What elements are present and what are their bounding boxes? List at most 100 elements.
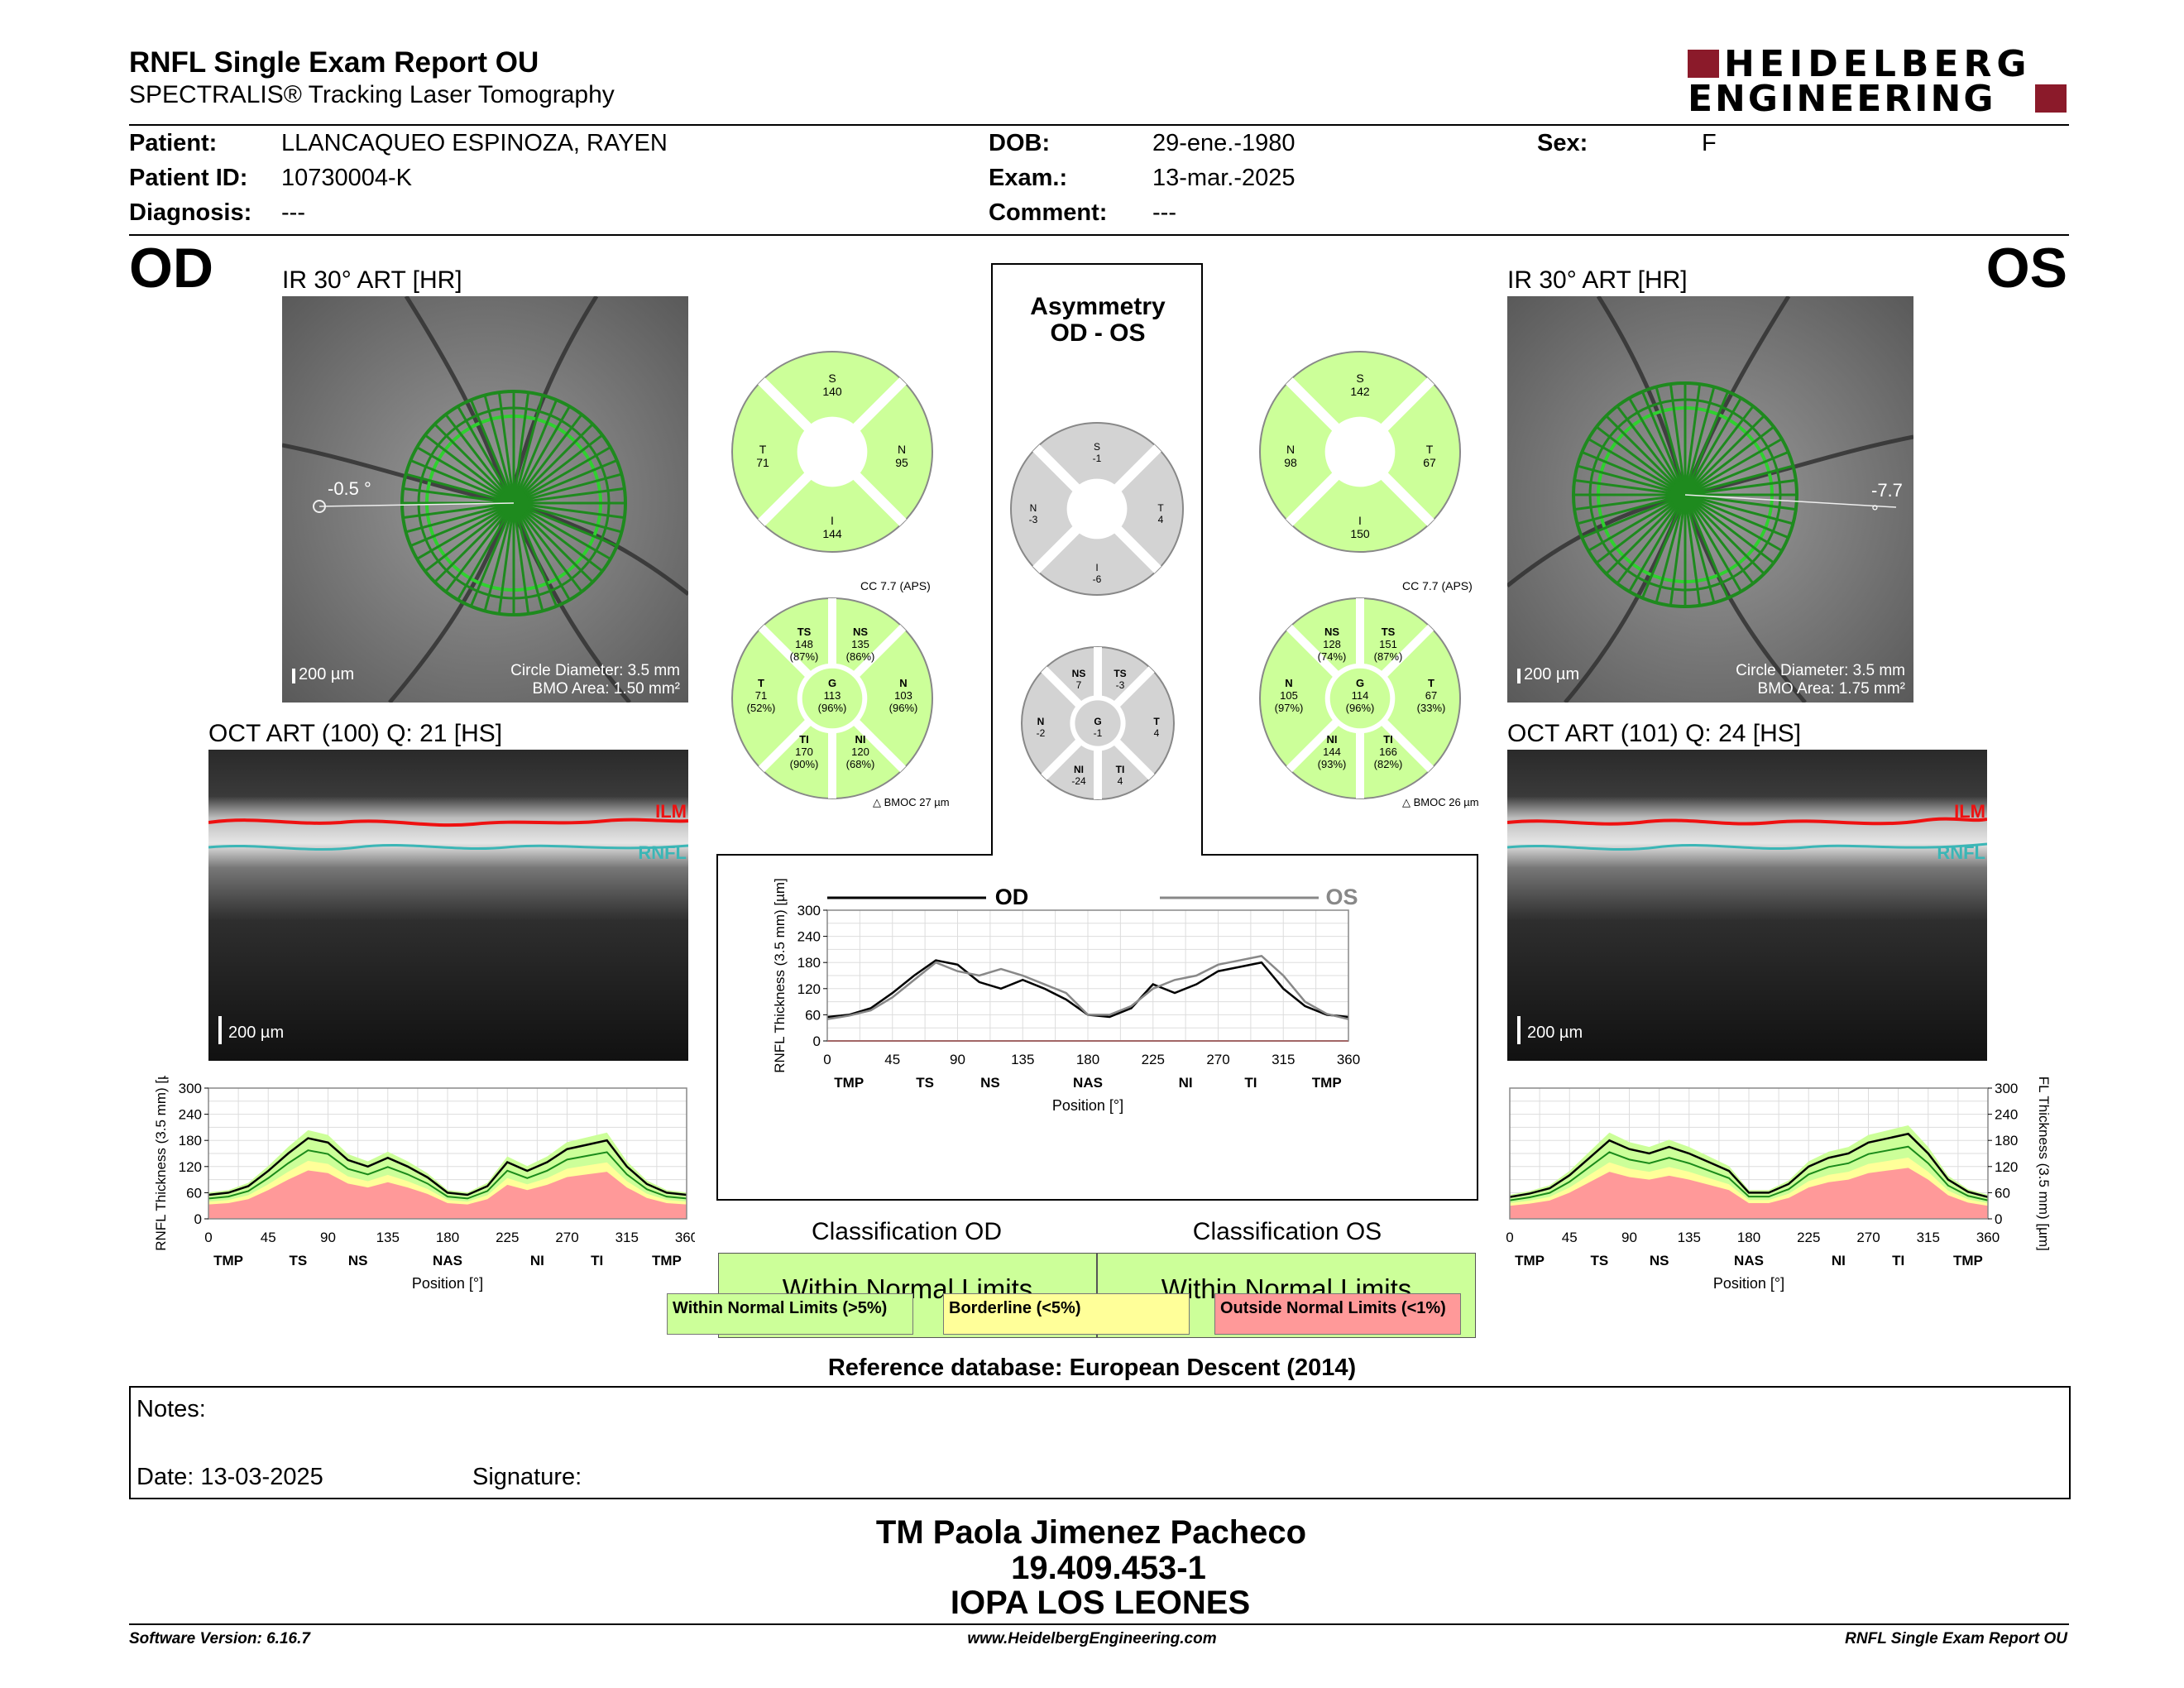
sector-value: 150: [1350, 527, 1370, 540]
scan-spoke: [1684, 386, 1716, 496]
sector-text: -24: [1071, 775, 1086, 787]
x-tick-label: 135: [1011, 1052, 1034, 1067]
x-tick-label: 180: [1076, 1052, 1099, 1067]
scan-spoke: [513, 487, 625, 505]
sector-label: TS: [290, 1253, 308, 1268]
sector-text: TS: [1114, 668, 1126, 679]
sector-label: TMP: [652, 1253, 682, 1268]
exam-label: Exam.:: [989, 165, 1068, 191]
sector-text: 113: [824, 689, 841, 702]
notes-label: Notes:: [136, 1396, 206, 1422]
scan-spoke: [1684, 493, 1783, 552]
sector-text: -2: [1037, 727, 1046, 739]
od-scale-label: 200 µm: [299, 665, 355, 683]
os-fundus-image[interactable]: -7.7 ° 200 µm Circle Diameter: 3.5 mm BM…: [1507, 296, 1913, 703]
x-tick-label: 270: [1856, 1230, 1880, 1245]
x-tick-label: 225: [1797, 1230, 1820, 1245]
os-circle-diameter: Circle Diameter: 3.5 mm: [1736, 662, 1905, 679]
sector-value: 98: [1284, 456, 1297, 469]
od-quadrant-ring: S 140 T 71 N 95 I 144: [730, 349, 935, 554]
scan-spoke: [1577, 493, 1686, 525]
sector-text: NS: [1072, 668, 1086, 679]
scan-spoke: [444, 502, 515, 593]
scan-spoke: [457, 405, 515, 504]
sector-text: (82%): [1374, 758, 1403, 770]
exam-value: 13-mar.-2025: [1152, 165, 1296, 191]
scan-spoke: [512, 502, 558, 607]
legend-od-label: OD: [995, 885, 1029, 909]
ring-center: [1066, 478, 1128, 539]
os-rnfl-label: RNFL: [1937, 842, 1985, 863]
od-profile-svg: 0 60 120 180 240 300 0 45 90 135 180 225 270 315 360 TM…: [153, 1056, 698, 1292]
sector-abbrev: N: [1286, 443, 1295, 456]
scan-spoke: [1684, 493, 1789, 539]
scan-spoke: [1595, 493, 1686, 564]
scan-spoke: [512, 399, 558, 504]
center-profile-chart: 0 60 120 180 240 300 0 45 90 135 180 225 270 315 360 TM…: [745, 877, 1373, 1134]
od-fundus-image[interactable]: -0.5 ° 200 µm Circle Diameter: 3.5 mm BM…: [282, 296, 688, 703]
sector-abbrev: T: [759, 443, 767, 456]
od-oct-scale-bar: [218, 1016, 222, 1044]
y-axis-label: RNFL Thickness (3.5 mm) [µm]: [153, 1076, 169, 1251]
scan-spoke: [1684, 383, 1702, 496]
sector-text: G: [1094, 716, 1101, 727]
y-tick-label: 120: [1995, 1159, 2018, 1175]
x-tick-label: 90: [320, 1230, 336, 1245]
y-axis-label: RNFL Thickness (3.5 mm) [µm]: [772, 878, 788, 1073]
sector-center: [802, 668, 863, 729]
sector-text: 7: [1076, 679, 1082, 691]
scan-spoke: [402, 501, 515, 520]
od-oct-image[interactable]: ILM RNFL 200 µm: [208, 750, 688, 1061]
os-quadrant-ring: S 142 N 98 T 67 I 150: [1257, 349, 1463, 554]
x-tick-label: 360: [1337, 1052, 1360, 1067]
footer-website[interactable]: www.HeidelbergEngineering.com: [967, 1630, 1217, 1647]
sector-abbrev: I: [831, 514, 834, 527]
sector-text: 4: [1118, 775, 1123, 787]
header-divider: [129, 124, 2069, 126]
scan-spoke: [1588, 438, 1686, 496]
scan-spoke: [512, 502, 583, 593]
legend-outside-normal: Outside Normal Limits (<1%): [1214, 1293, 1461, 1335]
scan-spoke: [1684, 493, 1775, 564]
sector-text: (86%): [846, 650, 875, 663]
notes-box[interactable]: Notes: Date: 13-03-2025 Signature:: [129, 1386, 2071, 1499]
outside-band: [1510, 1168, 1988, 1219]
scan-spoke: [410, 501, 515, 548]
scan-spoke: [512, 502, 544, 611]
y-tick-label: 240: [179, 1107, 202, 1123]
sector-label: TMP: [1953, 1253, 1983, 1268]
sector-label: TS: [916, 1075, 934, 1091]
os-oct-image[interactable]: ILM RNFL 200 µm: [1507, 750, 1987, 1061]
scan-spoke: [433, 501, 515, 583]
y-tick-label: 60: [1995, 1185, 2010, 1201]
y-tick-label: 180: [1995, 1133, 2018, 1149]
sector-text: TS: [1382, 626, 1396, 638]
scan-spoke: [424, 501, 515, 573]
sector-text: 71: [755, 689, 767, 702]
scan-spoke: [497, 391, 515, 504]
scan-spoke: [1684, 494, 1742, 592]
asymmetry-frame: [716, 263, 1478, 1201]
x-tick-label: 225: [496, 1230, 519, 1245]
signer-name: TM Paola Jimenez Pacheco: [875, 1514, 1307, 1551]
os-profile-chart: 0 60 120 180 240 300 0 45 90 135 180 225 270 315 360 TM…: [1502, 1056, 2064, 1324]
sector-text: TI: [799, 733, 809, 746]
sector-text: (52%): [747, 702, 776, 714]
os-ir-title: IR 30° ART [HR]: [1507, 266, 1688, 294]
scan-spoke: [513, 434, 604, 505]
scan-spoke: [1684, 478, 1797, 496]
sector-text: (96%): [1346, 702, 1375, 714]
sector-text: (87%): [1374, 650, 1403, 663]
comment-value: ---: [1152, 199, 1176, 226]
sector-abbrev: I: [1358, 514, 1362, 527]
ring-center: [797, 416, 868, 487]
sector-text: NI: [1074, 764, 1084, 775]
scan-spoke: [1684, 493, 1797, 511]
od-bmo-offset: △ BMOC 27 µm: [873, 796, 950, 808]
outside-band: [208, 1170, 687, 1219]
sector-abbrev: S: [1094, 441, 1100, 453]
scan-spoke: [1605, 493, 1687, 575]
scan-spoke: [512, 502, 530, 615]
asymmetry-subtitle: OD - OS: [1050, 319, 1146, 347]
sector-text: N: [1285, 677, 1292, 689]
